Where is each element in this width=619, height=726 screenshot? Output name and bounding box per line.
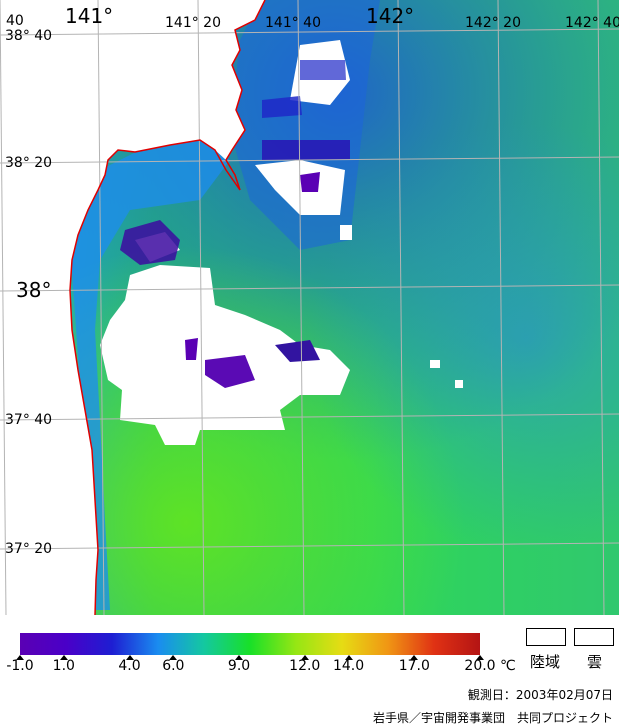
- colorbar-tick-label: 9.0: [227, 658, 251, 674]
- colorbar-tick-mark: [169, 655, 178, 660]
- latitude-label-38-20: 38° 20: [5, 155, 53, 171]
- graticule: [0, 0, 619, 615]
- meridian-line: [497, 0, 505, 615]
- land-legend-swatch: [526, 628, 566, 646]
- coastline: [69, 0, 266, 615]
- latitude-label-37-20: 37° 20: [5, 541, 53, 557]
- colorbar-tick-label: -1.0: [6, 658, 34, 674]
- colorbar-tick-label: 6.0: [162, 658, 185, 674]
- colorbar-tick-label: 20.0: [464, 658, 496, 674]
- colorbar-tick-mark: [125, 655, 134, 660]
- colorbar-tick-mark: [344, 655, 353, 660]
- colorbar-tick-label: 1.0: [52, 658, 75, 674]
- cold-patches: [120, 60, 350, 388]
- colorbar-tick-mark: [410, 655, 419, 660]
- colorbar-tick-label: 17.0: [398, 658, 430, 674]
- longitude-label-140-40: 40: [6, 13, 24, 29]
- colorbar-tick-label: 4.0: [118, 658, 141, 674]
- colorbar-tick-mark: [300, 655, 309, 660]
- parallel-line: [0, 413, 619, 421]
- temperature-colorbar: [20, 633, 480, 655]
- meridian-line: [197, 0, 205, 615]
- parallel-line: [0, 156, 619, 164]
- meridian-line: [397, 0, 405, 615]
- cloud-legend-swatch: [574, 628, 614, 646]
- colorbar-tick-mark: [235, 655, 244, 660]
- longitude-label-141-20: 141° 20: [165, 15, 221, 31]
- colorbar-tick-mark: [16, 655, 24, 660]
- longitude-label-142: 142°: [366, 4, 415, 28]
- parallel-line: [0, 284, 619, 292]
- longitude-label-141: 141°: [65, 4, 114, 28]
- meridian-line: [297, 0, 305, 615]
- latitude-label-38: 38°: [16, 278, 52, 302]
- meridian-line: [97, 0, 105, 615]
- colorbar-tick-label: 12.0: [289, 658, 321, 674]
- land-legend-label: 陸域: [530, 653, 561, 671]
- parallel-line: [0, 28, 619, 36]
- colorbar-tick-mark: [59, 655, 68, 660]
- credit-text: 岩手県／宇宙開発事業団 共同プロジェクト: [372, 711, 613, 725]
- meridian-line: [0, 0, 7, 615]
- latitude-label-38-40: 38° 40: [5, 28, 53, 44]
- parallel-line: [0, 542, 619, 550]
- cloud-legend-label: 雲: [587, 653, 603, 671]
- longitude-label-142-40: 142° 40: [565, 15, 619, 31]
- meridian-line: [597, 0, 605, 615]
- sst-map: [0, 0, 619, 615]
- land-area: [0, 0, 265, 615]
- longitude-label-141-40: 141° 40: [265, 15, 321, 31]
- colorbar-tick-mark: [476, 655, 484, 660]
- colorbar-unit: ℃: [500, 658, 516, 674]
- observation-date: 観測日：2003年02月07日: [467, 688, 613, 702]
- longitude-label-142-20: 142° 20: [465, 15, 521, 31]
- latitude-label-37-40: 37° 40: [5, 412, 53, 428]
- colorbar-tick-label: 14.0: [332, 658, 365, 674]
